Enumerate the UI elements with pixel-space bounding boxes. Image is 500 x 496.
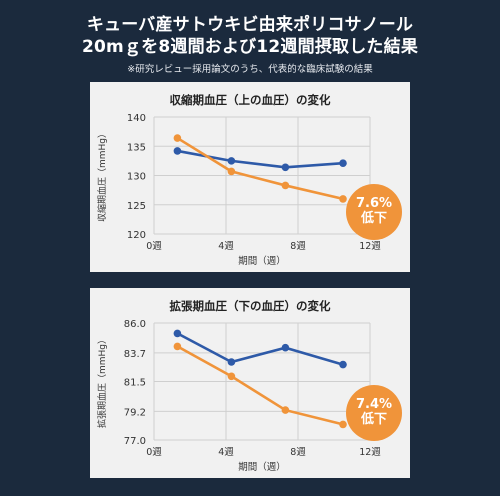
y-tick-label: 77.0: [124, 436, 146, 447]
headline-line-1: キューバ産サトウキビ由来ポリコサノール: [86, 15, 414, 35]
diastolic-chart: 拡張期血圧（下の血圧）の変化 77.0 79.2 81.5 83.7 86.0 0週 4週 8週…: [96, 299, 381, 473]
x-axis-label: 期間（週）: [238, 255, 286, 267]
systolic-reduction-badge: 7.6% 低下: [346, 184, 402, 240]
data-point-1: [227, 372, 236, 381]
badge-label: 低下: [360, 412, 387, 427]
data-point-1: [339, 420, 347, 429]
data-point-0: [227, 157, 236, 165]
series-line-1: [176, 136, 344, 201]
y-axis-label: 拡張期血圧（mmHg）: [96, 335, 108, 428]
y-tick-label: 83.7: [124, 349, 146, 360]
data-point-0: [281, 163, 290, 172]
data-point-0: [173, 147, 182, 155]
badge-label: 低下: [360, 211, 387, 226]
x-tick-label: 8週: [290, 240, 306, 252]
systolic-chart: 収縮期血圧（上の血圧）の変化 120 125 130 135 140 0週 4週 8週 12週期間…: [96, 93, 381, 267]
data-point-1: [281, 406, 290, 414]
x-tick-label: 12週: [359, 240, 381, 252]
y-tick-label: 120: [127, 230, 146, 241]
y-axis-label: 収縮期血圧（mmHg）: [96, 129, 108, 222]
x-tick-label: 4週: [218, 446, 234, 458]
data-point-0: [339, 159, 347, 168]
y-tick-label: 130: [127, 172, 146, 183]
x-tick-label: 12週: [359, 446, 381, 458]
series-line-0: [176, 332, 344, 366]
badge-percent: 7.6%: [355, 196, 393, 211]
series-line-1: [176, 345, 344, 426]
badge-percent: 7.4%: [355, 397, 393, 412]
data-point-0: [281, 343, 290, 352]
y-tick-label: 81.5: [124, 378, 146, 389]
y-tick-label: 135: [127, 142, 146, 153]
x-axis-label: 期間（週）: [238, 461, 286, 473]
headline-line-2: 20mｇを8週間および12週間摂取した結果: [81, 37, 419, 57]
study-note: ※研究レビュー採用論文のうち、代表的な臨床試験の結果: [127, 64, 373, 75]
chart-title: 拡張期血圧（下の血圧）の変化: [170, 299, 331, 313]
chart-title: 収縮期血圧（上の血圧）の変化: [170, 93, 331, 107]
x-tick-label: 4週: [218, 240, 234, 252]
data-point-1: [173, 134, 182, 142]
diastolic-chart-card: 拡張期血圧（下の血圧）の変化 77.0 79.2 81.5 83.7 86.0 0週 4週 8週…: [90, 288, 410, 478]
y-tick-label: 86.0: [124, 319, 146, 330]
data-point-1: [281, 181, 290, 190]
diastolic-reduction-badge: 7.4% 低下: [346, 385, 402, 441]
data-point-0: [227, 358, 236, 366]
y-tick-label: 125: [127, 201, 146, 212]
data-point-1: [339, 195, 347, 203]
data-point-0: [339, 360, 347, 369]
data-point-0: [173, 329, 182, 338]
systolic-chart-card: 収縮期血圧（上の血圧）の変化 120 125 130 135 140 0週 4週 8週 12週期間…: [90, 82, 410, 272]
x-tick-label: 8週: [290, 446, 306, 458]
y-tick-label: 140: [127, 113, 146, 124]
y-tick-label: 79.2: [124, 407, 146, 418]
data-point-1: [227, 167, 236, 176]
x-tick-label: 0週: [146, 446, 162, 458]
data-point-1: [173, 342, 182, 351]
x-tick-label: 0週: [146, 240, 162, 252]
